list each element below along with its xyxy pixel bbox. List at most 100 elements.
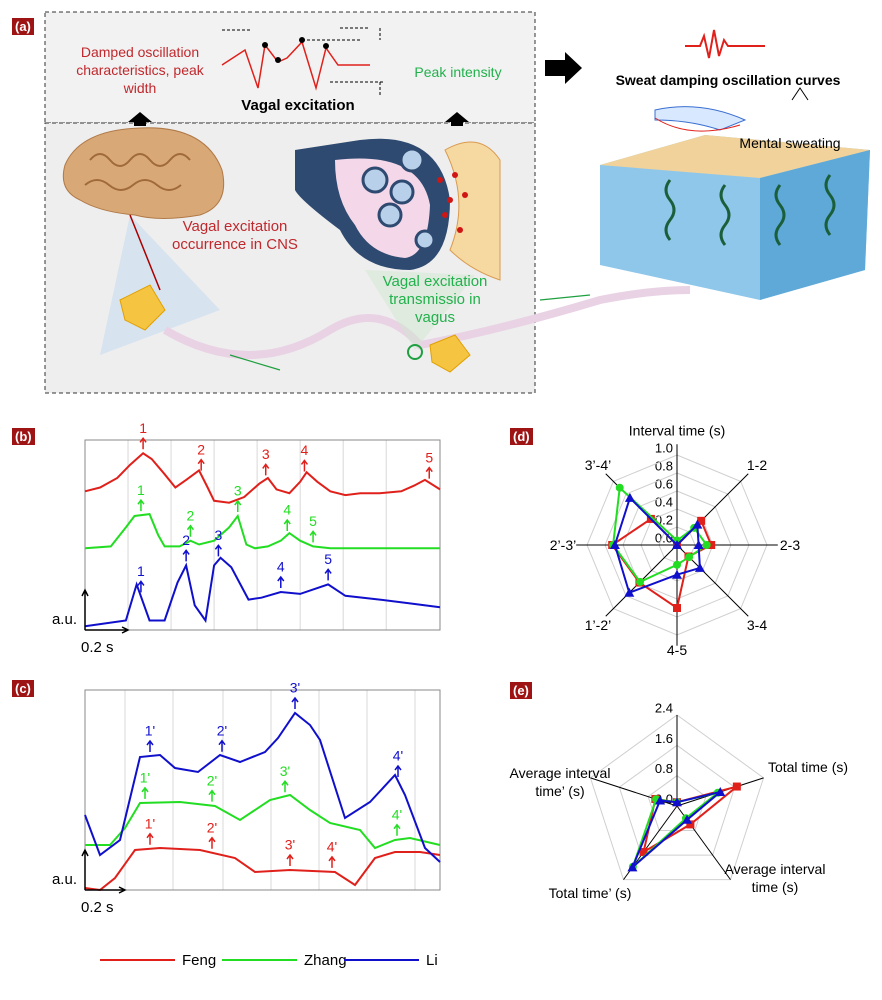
marker xyxy=(624,492,635,502)
peak-arrow xyxy=(208,836,216,849)
peak-arrow xyxy=(281,780,289,793)
peak-label: 1' xyxy=(140,770,150,786)
legend-label: Li xyxy=(426,952,438,969)
category-label: 3-4 xyxy=(746,617,768,633)
marker xyxy=(672,569,682,579)
category-label: Average interval time (s) xyxy=(724,861,826,895)
y-label: a.u. xyxy=(52,871,77,888)
category-label: 1’-2’ xyxy=(584,617,612,633)
y-label: a.u. xyxy=(52,611,77,628)
peak-arrow xyxy=(291,696,299,709)
marker xyxy=(609,540,620,549)
peak-label: 5 xyxy=(425,449,433,465)
peak-label: 5 xyxy=(309,513,317,529)
peak-arrow xyxy=(277,575,285,588)
center-title: Vagal excitation xyxy=(241,97,355,114)
output-title: Sweat damping oscillation curves xyxy=(615,72,841,88)
peak-arrow xyxy=(182,549,190,562)
peak-label: 3' xyxy=(285,837,295,853)
peak-label: 3 xyxy=(234,483,242,499)
peak-arrow xyxy=(208,789,216,802)
trace xyxy=(84,556,441,628)
peak-label: 1 xyxy=(139,420,147,436)
right-note: Peak intensity xyxy=(414,64,502,80)
peak-arrow xyxy=(197,458,205,471)
panel-label: (c) xyxy=(12,680,34,697)
peak-label: 4' xyxy=(327,839,337,855)
grid-ring xyxy=(589,714,765,881)
peak-arrow xyxy=(309,530,317,543)
legend-label: Feng xyxy=(182,952,216,969)
r-tick-label: 1.6 xyxy=(655,731,673,746)
y-arrow xyxy=(81,848,89,890)
peak-arrow xyxy=(214,544,222,557)
plot-frame xyxy=(84,689,441,891)
legend-label: Zhang xyxy=(304,952,347,969)
grid-ring xyxy=(647,775,707,832)
marker xyxy=(673,604,681,612)
peak-label: 1 xyxy=(137,482,145,498)
peak-label: 1' xyxy=(145,816,155,832)
marker xyxy=(672,540,682,549)
r-tick-label: 2.4 xyxy=(655,700,673,715)
peak-arrow xyxy=(137,580,145,593)
peak-arrow xyxy=(146,832,154,845)
peak-label: 1 xyxy=(137,563,145,579)
marker xyxy=(673,560,681,569)
marker xyxy=(672,797,682,807)
panel-label: (d) xyxy=(510,428,533,445)
peak-arrow xyxy=(186,524,195,537)
r-tick-label: 0.0 xyxy=(655,530,673,545)
marker xyxy=(707,541,716,549)
peak-arrow xyxy=(262,463,270,476)
marker xyxy=(636,577,645,586)
peak-label: 3' xyxy=(290,680,300,696)
peak-label: 2' xyxy=(207,772,217,788)
r-tick-label: 1.0 xyxy=(655,440,673,455)
marker xyxy=(692,519,703,529)
scale-label: 0.2 s xyxy=(81,639,114,656)
y-arrow xyxy=(81,588,89,630)
category-label: 1-2 xyxy=(746,457,768,473)
marker xyxy=(693,540,704,549)
peak-label: 3 xyxy=(262,446,270,462)
marker xyxy=(697,516,706,525)
marker xyxy=(685,553,694,562)
peak-label: 4' xyxy=(393,748,403,764)
panel-label: (a) xyxy=(12,18,34,35)
trace xyxy=(84,711,441,863)
marker xyxy=(655,795,666,805)
panel-label: (e) xyxy=(510,682,532,699)
scale-bar xyxy=(85,626,130,634)
panel-label: (b) xyxy=(12,428,35,445)
peak-arrow xyxy=(286,853,294,866)
grid-ring xyxy=(618,744,736,856)
peak-arrow xyxy=(139,437,147,450)
peak-arrow xyxy=(218,739,226,752)
skin-note: Mental sweating xyxy=(739,135,841,151)
trace xyxy=(84,846,441,892)
marker xyxy=(715,786,726,796)
category-label: 2-3 xyxy=(779,537,801,553)
scale-label: 0.2 s xyxy=(81,899,114,916)
marker xyxy=(694,562,705,572)
marker xyxy=(682,814,693,824)
peak-label: 2' xyxy=(217,722,227,738)
category-label: Total time (s) xyxy=(767,759,849,775)
peak-label: 1' xyxy=(145,723,155,739)
peak-label: 4 xyxy=(283,502,291,518)
cns-note: Vagal excitation occurrence in CNS xyxy=(172,218,298,253)
vagus-note: Vagal excitation transmissio in vagus xyxy=(382,273,488,326)
peak-arrow xyxy=(146,739,154,752)
category-label: Total time’ (s) xyxy=(548,885,632,901)
peak-arrow xyxy=(393,823,401,836)
category-label: 3’-4’ xyxy=(584,457,612,473)
trace xyxy=(84,513,440,550)
peak-arrow xyxy=(137,498,145,512)
marker xyxy=(639,848,648,857)
trace xyxy=(84,452,441,504)
category-label: Average interval time’ (s) xyxy=(509,765,611,799)
peak-arrow xyxy=(425,466,433,479)
peak-label: 2' xyxy=(207,819,217,835)
